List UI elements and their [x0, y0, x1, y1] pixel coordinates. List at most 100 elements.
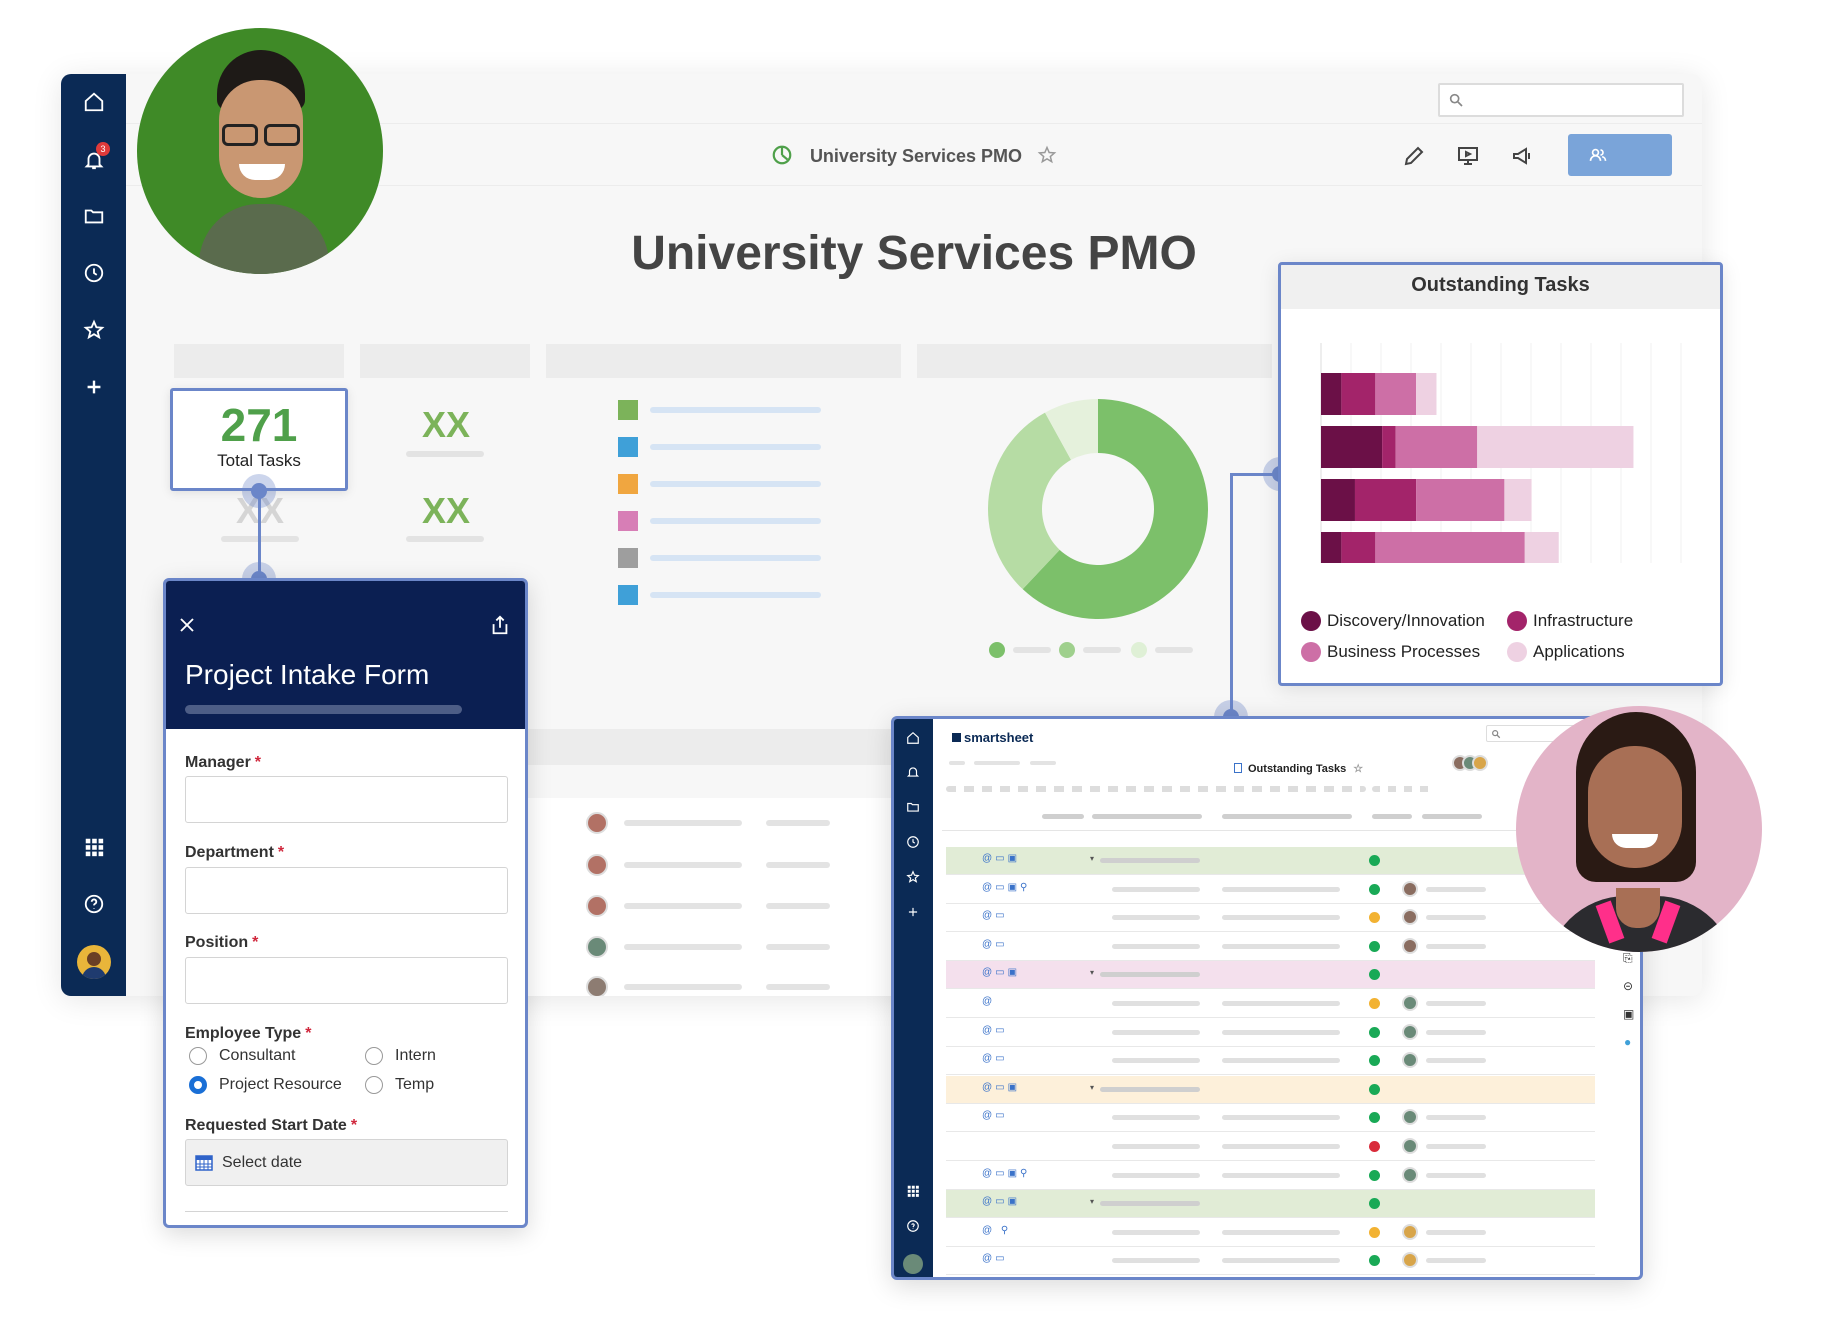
- row-action-icons[interactable]: @▭▣: [982, 967, 1021, 979]
- row-action-icons[interactable]: @ ⚲: [982, 1224, 1012, 1236]
- share-button[interactable]: [1568, 134, 1672, 176]
- row-text-line: [1426, 886, 1486, 892]
- help-icon[interactable]: [906, 1219, 920, 1233]
- row-action-icons[interactable]: @▭▣: [982, 1081, 1021, 1093]
- task-row[interactable]: @▭: [946, 1104, 1595, 1133]
- collapse-icon[interactable]: ▾: [1090, 968, 1095, 978]
- task-row[interactable]: @▭▣⚲: [946, 875, 1595, 904]
- manager-field[interactable]: [185, 776, 508, 823]
- folder-icon[interactable]: [82, 204, 106, 228]
- share-export-icon[interactable]: [489, 613, 511, 637]
- plus-icon[interactable]: [82, 375, 106, 399]
- legend-line: [650, 518, 821, 524]
- task-row[interactable]: @ ⚲: [946, 1218, 1595, 1247]
- collapse-icon[interactable]: ▾: [1090, 854, 1095, 863]
- start-date-label: Requested Start Date *: [185, 1117, 358, 1134]
- row-action-icons[interactable]: @▭▣: [982, 1196, 1021, 1208]
- collapse-icon[interactable]: ▾: [1090, 1082, 1095, 1092]
- present-icon[interactable]: [1456, 144, 1480, 168]
- row-action-icons[interactable]: @: [982, 996, 996, 1007]
- task-row[interactable]: [946, 1133, 1595, 1161]
- user-avatar[interactable]: [77, 945, 111, 979]
- row-text-line: [1426, 1144, 1486, 1149]
- plus-icon[interactable]: [906, 905, 920, 919]
- sheet-window: smartsheet Outstanding Tasks ☆ ⎘ ⊝ ▣ ● @…: [891, 716, 1643, 1280]
- legend-item: Applications: [1507, 642, 1625, 662]
- apps-grid-icon[interactable]: [82, 835, 106, 859]
- clock-icon[interactable]: [82, 261, 106, 285]
- row-action-icons[interactable]: @▭: [982, 910, 1008, 922]
- row-action-icons[interactable]: @▭▣⚲: [982, 881, 1031, 893]
- star-icon[interactable]: [906, 870, 920, 884]
- bell-icon[interactable]: 3: [82, 142, 110, 172]
- radio-project-resource[interactable]: Project Resource: [189, 1076, 342, 1094]
- total-tasks-card[interactable]: 271 Total Tasks: [170, 388, 348, 491]
- collapse-icon[interactable]: ▾: [1090, 1197, 1095, 1207]
- task-row[interactable]: @▭: [946, 932, 1595, 961]
- task-row[interactable]: @▭▣⚲: [946, 1161, 1595, 1190]
- radio-intern[interactable]: Intern: [365, 1047, 436, 1065]
- clock-icon[interactable]: [906, 835, 920, 849]
- task-row[interactable]: @: [946, 990, 1595, 1018]
- row-action-icons[interactable]: @▭▣: [982, 853, 1021, 864]
- row-action-icons[interactable]: @▭: [982, 1110, 1008, 1122]
- position-field[interactable]: [185, 957, 508, 1004]
- department-field[interactable]: [185, 867, 508, 914]
- task-row[interactable]: @▭: [946, 1247, 1595, 1276]
- sheet-title: Outstanding Tasks ☆: [1234, 762, 1363, 775]
- legend-swatch: [618, 400, 638, 420]
- row-text-line: [1426, 1029, 1486, 1035]
- bell-icon[interactable]: [906, 765, 920, 779]
- proofs-icon[interactable]: ▣: [1623, 1007, 1635, 1021]
- favorite-star-icon[interactable]: [1037, 145, 1057, 165]
- task-row[interactable]: @▭: [946, 904, 1595, 933]
- close-icon[interactable]: [178, 616, 196, 634]
- task-row[interactable]: @▭: [946, 1018, 1595, 1047]
- group-row[interactable]: @▭▣ ▾: [946, 1190, 1595, 1219]
- help-icon[interactable]: [82, 892, 106, 916]
- position-label: Position *: [185, 934, 259, 951]
- bulb-icon[interactable]: ●: [1624, 1035, 1632, 1049]
- sheet-file-icon: [1234, 763, 1242, 773]
- task-row[interactable]: @▭: [946, 1047, 1595, 1076]
- radio-consultant[interactable]: Consultant: [189, 1047, 296, 1065]
- legend-dot: [1301, 642, 1321, 662]
- row-action-icons[interactable]: @▭: [982, 938, 1008, 950]
- home-icon[interactable]: [82, 90, 106, 114]
- radio-temp[interactable]: Temp: [365, 1076, 434, 1094]
- sheet-left-nav: [894, 719, 933, 1277]
- connector-dot: [242, 474, 276, 508]
- assignee-avatar: [1402, 1166, 1418, 1183]
- row-text-line: [1222, 1029, 1340, 1035]
- row-action-icons[interactable]: @▭: [982, 1053, 1008, 1065]
- row-action-icons[interactable]: @▭: [982, 1253, 1008, 1265]
- row-text-line: [1222, 1058, 1340, 1064]
- home-icon[interactable]: [906, 731, 920, 745]
- attachment-icon[interactable]: ⎘: [1623, 951, 1633, 965]
- star-icon[interactable]: [82, 318, 106, 342]
- group-row[interactable]: @▭▣ ▾: [946, 847, 1595, 875]
- status-dot: [1369, 1112, 1380, 1124]
- activity-icon[interactable]: ⊝: [1623, 979, 1634, 993]
- left-nav: 3: [61, 74, 126, 996]
- folder-icon[interactable]: [906, 800, 920, 814]
- status-dot: [1369, 969, 1380, 981]
- row-text-line: [1222, 1172, 1340, 1178]
- favorite-star-icon[interactable]: ☆: [1353, 763, 1364, 775]
- assignee-avatar: [1402, 880, 1418, 897]
- bar-segment: [1395, 426, 1478, 468]
- megaphone-icon[interactable]: [1510, 144, 1534, 168]
- total-tasks-label: Total Tasks: [217, 451, 301, 470]
- start-date-field[interactable]: Select date: [185, 1139, 508, 1186]
- row-action-icons[interactable]: @▭: [982, 1024, 1008, 1036]
- apps-grid-icon[interactable]: [906, 1184, 920, 1198]
- status-dot: [1369, 1169, 1380, 1181]
- group-row[interactable]: @▭▣ ▾: [946, 961, 1595, 990]
- edit-pencil-icon[interactable]: [1402, 144, 1426, 168]
- users-icon: [1589, 148, 1607, 161]
- search-input[interactable]: [1438, 83, 1684, 117]
- group-row[interactable]: @▭▣ ▾: [946, 1075, 1595, 1104]
- tile-header-3: [546, 344, 901, 378]
- user-avatar[interactable]: [903, 1254, 923, 1274]
- row-action-icons[interactable]: @▭▣⚲: [982, 1167, 1031, 1179]
